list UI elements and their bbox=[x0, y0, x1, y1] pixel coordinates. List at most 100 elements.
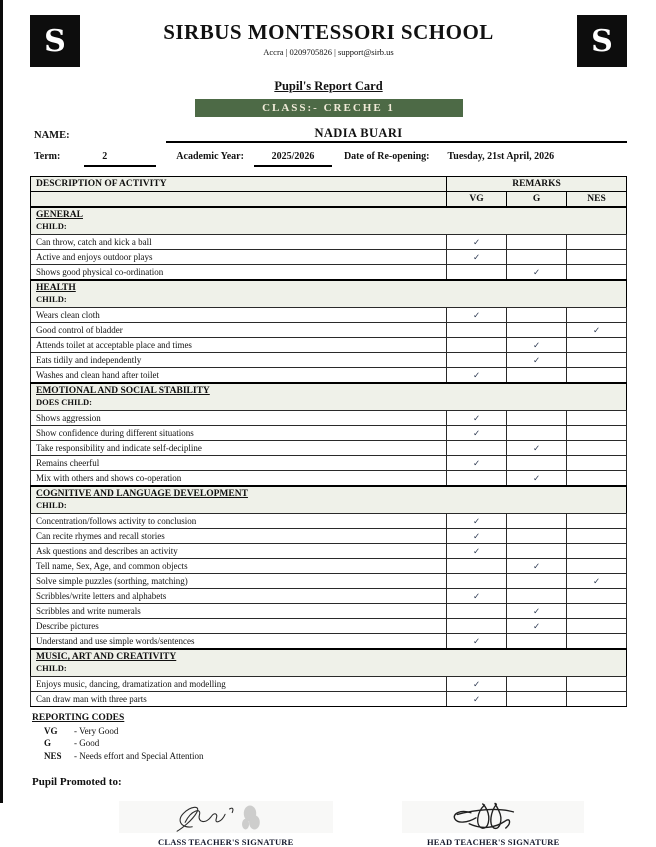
section-row: GENERAL CHILD: bbox=[30, 206, 627, 235]
mark-cell-nes bbox=[566, 352, 627, 368]
mark-cell-g bbox=[506, 322, 567, 338]
activity-row: Shows aggression ✓ bbox=[29, 410, 627, 426]
mark-cell-vg: ✓ bbox=[446, 543, 508, 559]
mark-cell-vg: ✓ bbox=[446, 249, 508, 265]
mark-cell-g bbox=[506, 513, 567, 529]
remarks-header: REMARKS bbox=[446, 176, 627, 192]
activity-row: Concentration/follows activity to conclu… bbox=[29, 513, 627, 529]
activity-label: Wears clean cloth bbox=[29, 307, 448, 323]
mark-cell-nes bbox=[566, 337, 627, 353]
reporting-code-key: NES bbox=[44, 750, 62, 761]
activity-label: Scribbles/write letters and alphabets bbox=[29, 588, 448, 604]
activity-row: Solve simple puzzles (sorthing, matching… bbox=[29, 573, 627, 589]
activity-label: Describe pictures bbox=[29, 618, 448, 634]
mark-cell-g bbox=[506, 573, 567, 589]
mark-cell-nes bbox=[566, 367, 627, 384]
activity-row: Active and enjoys outdoor plays ✓ bbox=[29, 249, 627, 265]
activity-label: Take responsibility and indicate self-de… bbox=[29, 440, 448, 456]
section-row: COGNITIVE AND LANGUAGE DEVELOPMENT CHILD: bbox=[30, 485, 627, 514]
mark-cell-g: ✓ bbox=[506, 264, 567, 281]
mark-cell-g bbox=[506, 367, 567, 384]
activity-row: Can recite rhymes and recall stories ✓ bbox=[29, 528, 627, 544]
academic-year-label: Academic Year: bbox=[176, 151, 244, 162]
mark-cell-nes bbox=[566, 543, 627, 559]
mark-cell-nes bbox=[566, 618, 627, 634]
school-contact: Accra | 0209705826 | support@sirb.us bbox=[263, 47, 394, 57]
school-name: SIRBUS MONTESSORI SCHOOL bbox=[163, 20, 494, 44]
activity-label: Attends toilet at acceptable place and t… bbox=[29, 337, 448, 353]
mark-cell-g bbox=[506, 691, 567, 707]
school-header-center: SIRBUS MONTESSORI SCHOOL Accra | 0209705… bbox=[80, 12, 577, 57]
activity-label: Can throw, catch and kick a ball bbox=[29, 234, 448, 250]
section-cell: HEALTH CHILD: bbox=[30, 279, 627, 308]
mark-cell-g bbox=[506, 543, 567, 559]
activity-row: Attends toilet at acceptable place and t… bbox=[29, 337, 627, 353]
class-banner: CLASS:- CRECHE 1 bbox=[194, 99, 463, 117]
activity-table-body: GENERAL CHILD: Can throw, catch and kick a… bbox=[29, 206, 627, 707]
activity-row: Can draw man with three parts ✓ bbox=[29, 691, 627, 707]
mark-cell-g: ✓ bbox=[506, 558, 567, 574]
mark-cell-vg: ✓ bbox=[446, 307, 508, 323]
description-header: DESCRIPTION OF ACTIVITY bbox=[29, 176, 448, 192]
report-card-page: S SIRBUS MONTESSORI SCHOOL Accra | 02097… bbox=[0, 0, 627, 847]
activity-row: Scribbles/write letters and alphabets ✓ bbox=[29, 588, 627, 604]
mark-cell-nes bbox=[566, 307, 627, 323]
mark-cell-nes bbox=[566, 691, 627, 707]
activity-label: Scribbles and write numerals bbox=[29, 603, 448, 619]
mark-cell-g bbox=[506, 234, 567, 250]
section-title: COGNITIVE AND LANGUAGE DEVELOPMENT bbox=[36, 489, 248, 499]
mark-cell-vg bbox=[446, 264, 508, 281]
academic-year-value: 2025/2026 bbox=[253, 151, 332, 167]
section-subtitle: CHILD: bbox=[36, 663, 67, 673]
col-header-vg: VG bbox=[446, 191, 508, 208]
activity-label: Understand and use simple words/sentence… bbox=[29, 633, 448, 650]
mark-cell-vg bbox=[446, 573, 508, 589]
mark-cell-nes bbox=[566, 558, 627, 574]
mark-cell-vg bbox=[446, 558, 508, 574]
activity-label: Shows aggression bbox=[29, 410, 448, 426]
mark-cell-g bbox=[506, 425, 567, 441]
activity-row: Good control of bladder ✓ bbox=[29, 322, 627, 338]
section-row: MUSIC, ART AND CREATIVITY CHILD: bbox=[30, 648, 627, 677]
reporting-codes-title: REPORTING CODES bbox=[32, 713, 125, 723]
report-title: Pupil's Report Card bbox=[274, 79, 383, 93]
head-teacher-signature-icon bbox=[402, 800, 585, 833]
mark-cell-g: ✓ bbox=[506, 470, 567, 487]
class-teacher-signature-block: CLASS TEACHER'S SIGNATURE bbox=[92, 800, 360, 847]
activity-row: Wears clean cloth ✓ bbox=[29, 307, 627, 323]
table-header-row-2: VG G NES bbox=[29, 191, 627, 208]
empty-header-cell bbox=[29, 191, 448, 208]
mark-cell-vg: ✓ bbox=[446, 691, 508, 707]
activity-label: Eats tidily and independently bbox=[29, 352, 448, 368]
mark-cell-nes bbox=[566, 264, 627, 281]
mark-cell-g bbox=[506, 455, 567, 471]
activity-label: Good control of bladder bbox=[29, 322, 448, 338]
activity-row: Ask questions and describes an activity ✓ bbox=[29, 543, 627, 559]
section-subtitle: CHILD: bbox=[36, 221, 67, 231]
mark-cell-vg: ✓ bbox=[446, 588, 508, 604]
section-cell: GENERAL CHILD: bbox=[30, 206, 627, 235]
class-teacher-signature-icon bbox=[118, 800, 333, 833]
name-label: NAME: bbox=[34, 130, 70, 141]
mark-cell-vg bbox=[446, 337, 508, 353]
reporting-code-key: VG bbox=[44, 725, 58, 736]
activity-label: Mix with others and shows co-operation bbox=[29, 470, 448, 487]
mark-cell-g: ✓ bbox=[506, 352, 567, 368]
reporting-codes: REPORTING CODES VG - Very Good G - Good NES -… bbox=[30, 713, 627, 761]
section-title: EMOTIONAL AND SOCIAL STABILITY bbox=[36, 386, 210, 396]
activity-row: Show confidence during different situati… bbox=[29, 425, 627, 441]
mark-cell-nes bbox=[566, 633, 627, 650]
mark-cell-vg: ✓ bbox=[446, 633, 508, 650]
term-value: 2 bbox=[84, 151, 157, 167]
activity-label: Tell name, Sex, Age, and common objects bbox=[29, 558, 448, 574]
name-row: NAME: NADIA BUARI bbox=[30, 124, 627, 143]
section-subtitle: DOES CHILD: bbox=[36, 397, 92, 407]
col-header-nes: NES bbox=[566, 191, 627, 208]
section-cell: COGNITIVE AND LANGUAGE DEVELOPMENT CHILD: bbox=[30, 485, 627, 514]
reporting-code-key: G bbox=[44, 738, 52, 748]
section-row: EMOTIONAL AND SOCIAL STABILITY DOES CHILD… bbox=[30, 382, 627, 411]
mark-cell-nes: ✓ bbox=[566, 322, 627, 338]
logo-letter-icon: S bbox=[591, 23, 613, 59]
mark-cell-vg: ✓ bbox=[446, 455, 508, 471]
activity-label: Enjoys music, dancing, dramatization and… bbox=[29, 676, 448, 692]
